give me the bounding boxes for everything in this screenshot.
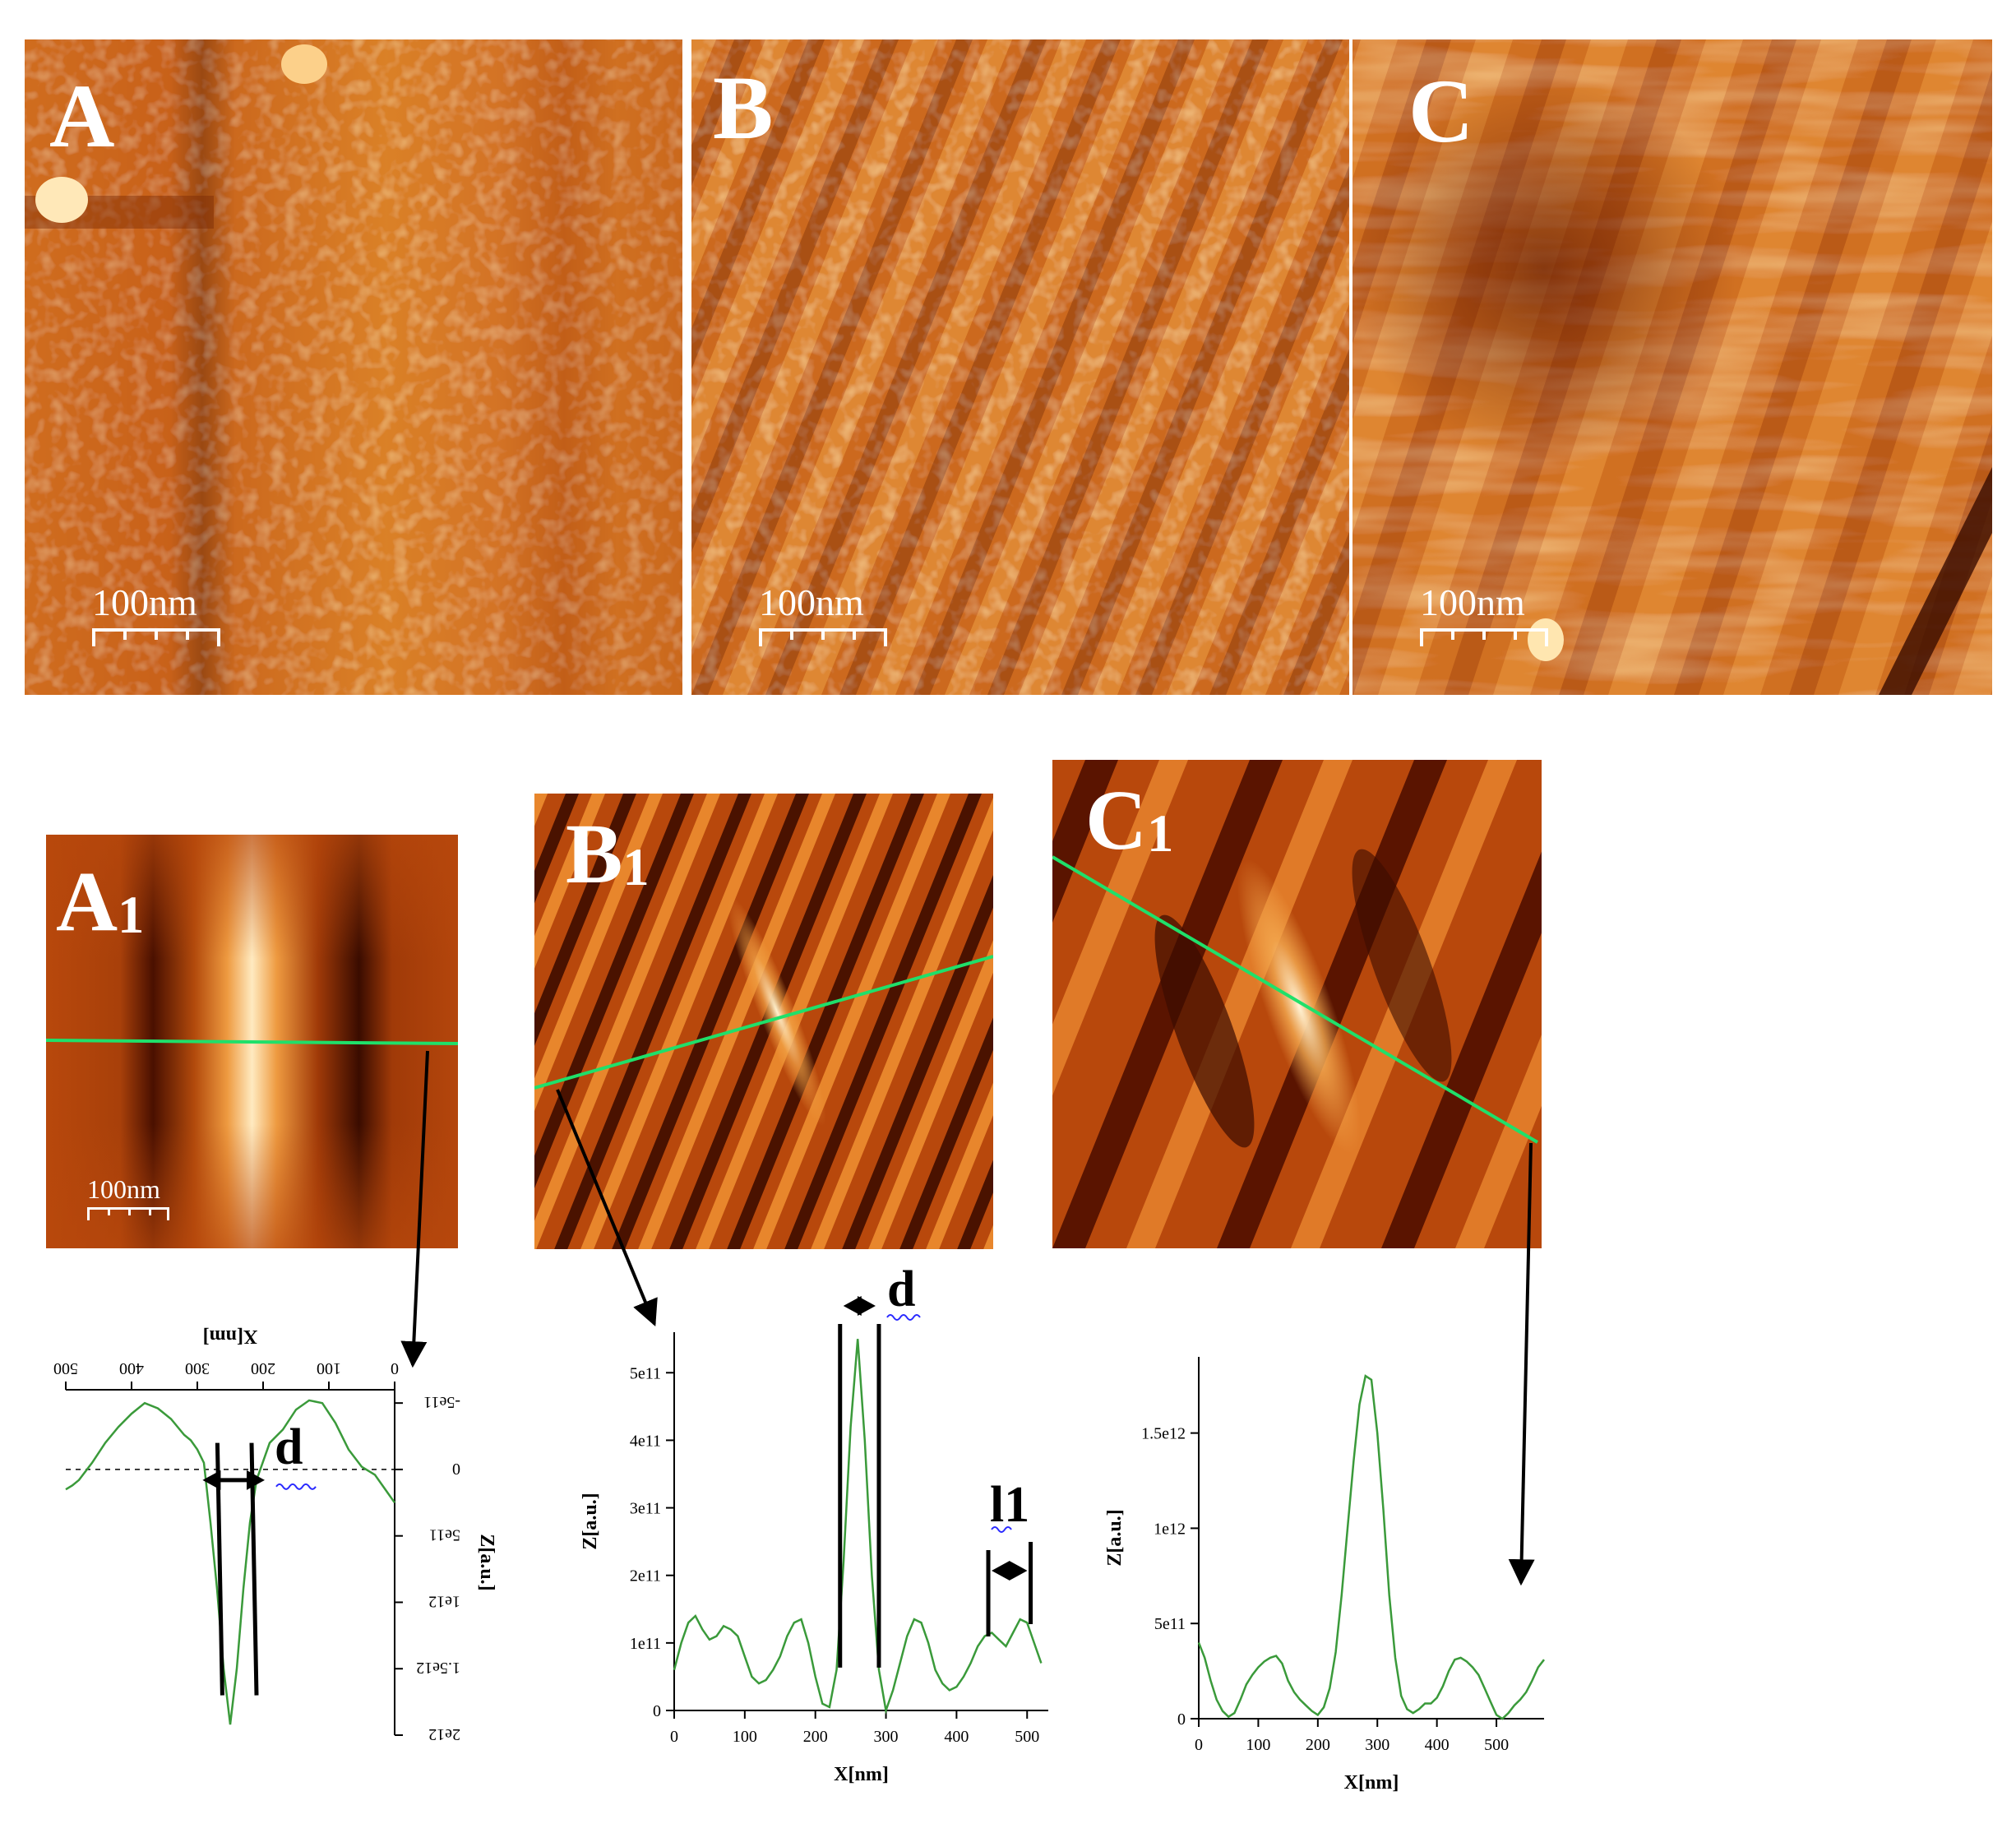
x-axis-label: X[nm] [203, 1326, 258, 1347]
y-tick-label: 3e11 [630, 1500, 661, 1518]
x-tick-label: 200 [803, 1728, 828, 1746]
spell-underline [886, 1314, 921, 1321]
fft-image-A1: A1 100nm [46, 835, 458, 1248]
scale-bar-B: 100nm [759, 584, 890, 650]
chart-A1: 0 100 200 300 400 500 -5e11 0 5e11 1e12 1.5e12 2e12… [53, 1326, 497, 1743]
x-tick-label: 100 [1246, 1736, 1270, 1754]
x-tick-label: 500 [1484, 1736, 1509, 1754]
afm-image-A: A 100nm [25, 39, 682, 695]
x-axis-label: X[nm] [1344, 1772, 1399, 1794]
chart-C1: 0 100 200 300 400 500 0 5e11 1e12 1.5e12 X[nm] Z[a.… [1104, 1357, 1545, 1794]
y-tick-label: 1.5e12 [1141, 1425, 1186, 1443]
x-tick-label: 0 [391, 1359, 399, 1377]
l1-arrow-B1-head-right [1009, 1561, 1028, 1581]
x-tick-label: 400 [119, 1359, 144, 1377]
profile-line-A1 [46, 1039, 458, 1045]
x-tick-label: 100 [317, 1359, 341, 1377]
fft-texture-A1 [46, 835, 458, 1248]
spell-underline [991, 1526, 1012, 1533]
spell-underline [275, 1483, 317, 1490]
fft-image-C1: C1 [1052, 760, 1542, 1248]
x-axis-label: X[nm] [834, 1764, 889, 1785]
scale-bar-label: 100nm [87, 1174, 160, 1204]
x-tick-label: 0 [1195, 1736, 1203, 1754]
y-axis-label: Z[a.u.] [1104, 1509, 1126, 1566]
y-tick-label: 0 [1177, 1710, 1186, 1729]
panel-label-A: A [49, 66, 115, 166]
scale-bar-A1: 100nm [87, 1176, 178, 1225]
y-tick-label: 5e11 [1154, 1615, 1186, 1633]
d-marker-right [249, 1442, 259, 1696]
d-marker-left [215, 1442, 224, 1696]
y-tick-label: 2e12 [428, 1725, 460, 1743]
x-tick-label: 300 [1365, 1736, 1389, 1754]
x-tick-label: 0 [670, 1728, 678, 1746]
y-tick-label: 1e12 [1154, 1520, 1186, 1538]
panel-label-B: B [713, 58, 774, 158]
d-arrow-B1-head-left [843, 1296, 862, 1316]
y-tick-label: 1e11 [630, 1635, 661, 1653]
panel-label-B1: B1 [566, 807, 650, 901]
y-tick-label: 0 [452, 1460, 460, 1478]
d-arrow-B1-head-right [857, 1296, 876, 1316]
x-tick-label: 200 [251, 1359, 275, 1377]
x-tick-label: 500 [1015, 1728, 1039, 1746]
afm-image-C: C 100nm [1352, 39, 1992, 695]
x-tick-label: 300 [874, 1728, 899, 1746]
x-tick-label: 500 [53, 1359, 78, 1377]
profile-series [673, 1339, 1043, 1715]
panel-label-C1: C1 [1085, 773, 1174, 868]
panel-label-C: C [1408, 61, 1474, 161]
y-tick-label: -5e11 [423, 1393, 460, 1411]
profile-line-B1 [534, 955, 993, 1090]
scale-bar-A: 100nm [92, 584, 224, 650]
afm-texture-A [25, 39, 682, 695]
scale-bar-C: 100nm [1420, 584, 1551, 650]
l1-label-B1: l1 [990, 1477, 1029, 1533]
profile-series [65, 1399, 396, 1725]
x-tick-label: 400 [1425, 1736, 1450, 1754]
y-tick-label: 4e11 [630, 1432, 661, 1450]
fft-image-B1: B1 [534, 794, 993, 1249]
y-tick-label: 0 [653, 1702, 661, 1720]
d-arrow-A1-head-right [247, 1470, 265, 1490]
fft-texture-C1 [1052, 760, 1542, 1248]
scale-bar-label: 100nm [1420, 581, 1525, 623]
scale-bar-label: 100nm [92, 581, 197, 623]
x-tick-label: 400 [944, 1728, 969, 1746]
y-tick-label: 1e12 [428, 1592, 460, 1610]
d-label-A1: d [275, 1419, 303, 1475]
d-arrow-A1-head-left [202, 1470, 221, 1490]
panel-label-A1: A1 [56, 854, 145, 949]
x-tick-label: 100 [733, 1728, 757, 1746]
y-tick-label: 5e11 [429, 1526, 460, 1544]
y-axis-label: Z[a.u.] [476, 1534, 497, 1590]
scale-bar-label: 100nm [759, 581, 864, 623]
profile-series [1197, 1374, 1545, 1720]
x-tick-label: 200 [1306, 1736, 1330, 1754]
x-tick-label: 300 [185, 1359, 210, 1377]
l1-arrow-B1-head-left [992, 1561, 1010, 1581]
chart-B1: 0 100 200 300 400 500 0 1e11 2e11 3e11 4e11 5e11 X[n… [580, 1261, 1048, 1785]
d-label-B1: d [887, 1261, 915, 1317]
y-tick-label: 5e11 [630, 1364, 661, 1382]
profile-line-C1 [1052, 855, 1539, 1144]
afm-image-B: B 100nm [691, 39, 1349, 695]
afm-texture-C [1352, 39, 1992, 695]
afm-texture-B [691, 39, 1349, 695]
y-axis-label: Z[a.u.] [580, 1493, 601, 1549]
y-tick-label: 1.5e12 [416, 1659, 460, 1677]
y-tick-label: 2e11 [630, 1567, 661, 1585]
